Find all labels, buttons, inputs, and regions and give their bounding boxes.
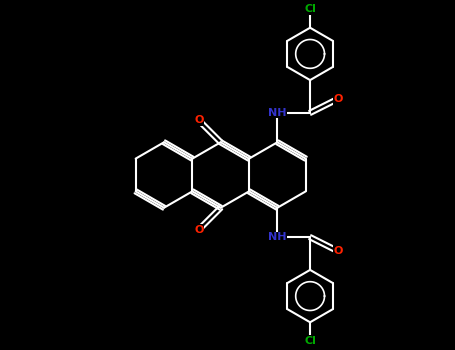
Text: NH: NH (268, 232, 287, 242)
Text: Cl: Cl (304, 5, 316, 14)
Text: O: O (194, 225, 203, 235)
Text: O: O (333, 94, 343, 104)
Text: NH: NH (268, 108, 287, 118)
Text: O: O (333, 246, 343, 256)
Text: Cl: Cl (304, 336, 316, 345)
Text: O: O (194, 115, 203, 125)
